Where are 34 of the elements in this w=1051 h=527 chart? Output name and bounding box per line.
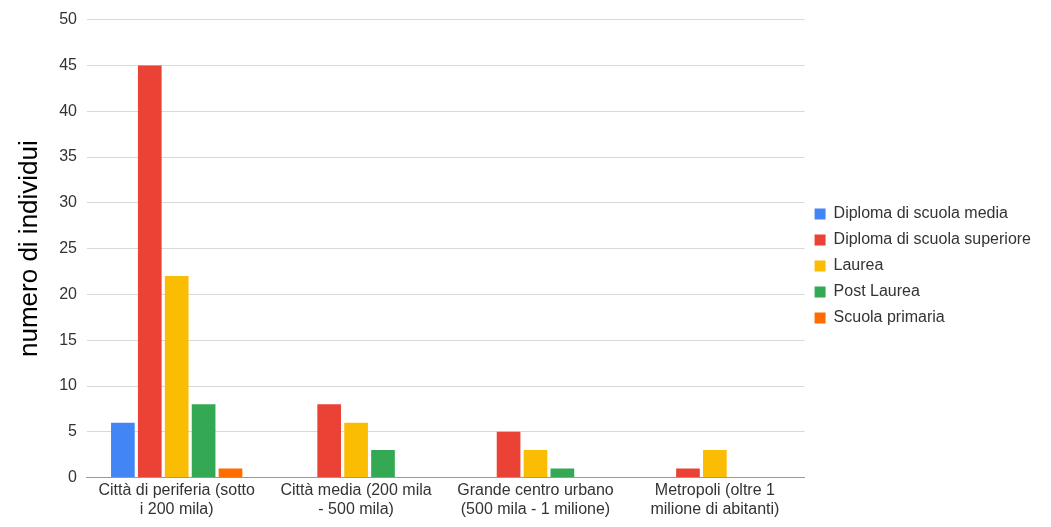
y-tick-label: 45: [59, 55, 78, 73]
x-tick-label: Città media (200 mila - 500 mila): [280, 480, 432, 517]
bar: [550, 468, 575, 478]
bar: [371, 450, 395, 478]
legend-label: Laurea: [833, 256, 884, 274]
legend-label: Post Laurea: [833, 282, 920, 300]
x-tick-label: Metropoli (oltre 1 milione di abitanti): [650, 480, 780, 517]
y-tick-label: 25: [59, 239, 78, 257]
bar: [703, 450, 727, 478]
bar: [317, 404, 342, 478]
bar: [191, 404, 216, 478]
y-tick-label: 30: [59, 193, 78, 211]
y-tick-label: 5: [68, 422, 78, 440]
y-tick-label: 15: [59, 330, 78, 348]
legend-label: Diploma di scuola superiore: [833, 230, 1032, 248]
y-tick-label: 40: [59, 101, 78, 119]
bar: [164, 276, 189, 478]
y-tick-label: 10: [59, 376, 78, 394]
bar: [523, 450, 548, 478]
bar: [496, 431, 521, 478]
legend-label: Diploma di scuola media: [833, 204, 1008, 222]
y-axis-title: numero di individui: [12, 140, 43, 357]
y-tick-label: 50: [59, 10, 78, 28]
x-tick-label: Grande centro urbano (500 mila - 1 milione): [457, 480, 614, 517]
bar: [137, 65, 162, 478]
y-tick-label: 0: [68, 468, 78, 486]
x-tick-label: Città di periferia (sotto i 200 mila): [98, 480, 256, 517]
bar: [218, 468, 243, 478]
bar: [344, 422, 368, 478]
y-tick-label: 20: [59, 284, 78, 302]
y-tick-label: 35: [59, 147, 78, 165]
bar: [111, 422, 135, 478]
legend-label: Scuola primaria: [833, 308, 945, 326]
bar: [676, 468, 700, 478]
